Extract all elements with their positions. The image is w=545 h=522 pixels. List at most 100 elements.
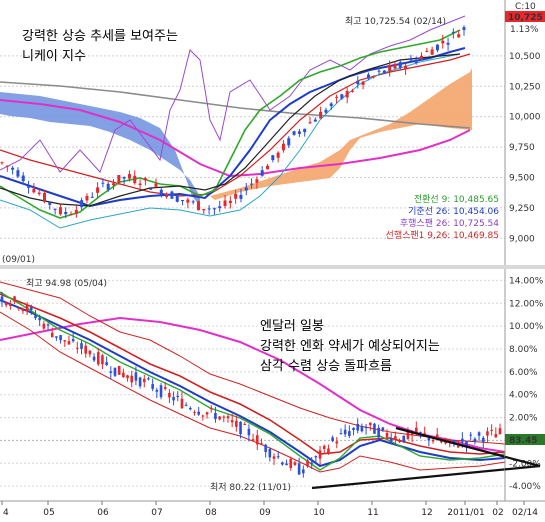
bottom-candle (113, 367, 117, 376)
top-candle (356, 80, 360, 85)
bottom-candle (209, 407, 213, 410)
top-candle (154, 183, 158, 187)
x-tick-label: 12 (421, 508, 432, 518)
bottom-candle (373, 423, 376, 434)
bottom-candle (80, 343, 83, 349)
top-candle (112, 183, 116, 186)
top-candle (250, 183, 254, 185)
bottom-price-badge: 83.45 (509, 436, 537, 446)
top-candle (186, 199, 190, 203)
top-candle (435, 44, 439, 51)
bottom-candle (268, 448, 272, 458)
bottom-candle (117, 365, 121, 375)
bottom-candle (427, 436, 431, 441)
bottom-candle (138, 377, 142, 387)
bottom-y-tick: 8.00% (509, 345, 538, 355)
top-candle (462, 27, 466, 30)
top-candle (297, 131, 301, 134)
bottom-candle (205, 412, 209, 415)
top-y-tick: 9,250 (509, 204, 535, 214)
bottom-candle (147, 378, 150, 380)
bottom-candle (364, 427, 368, 429)
bottom-candle (21, 308, 25, 312)
top-candle (234, 193, 238, 199)
bottom-candle (122, 372, 125, 378)
bottom-candle (339, 433, 343, 435)
bottom-candle (469, 434, 473, 436)
top-candle (165, 193, 169, 198)
bottom-price-badge-bg (505, 434, 545, 445)
top-candle (48, 202, 52, 205)
top-candle (117, 174, 121, 183)
top-candle (207, 208, 211, 210)
top-candle (53, 208, 57, 210)
bottom-candle (314, 456, 318, 458)
bottom-candle (176, 395, 180, 397)
bottom-candle (105, 362, 108, 366)
x-tick-label: 2011/01 (447, 508, 484, 518)
x-tick-label: 08 (205, 508, 217, 518)
top-chikou-cyan (0, 53, 461, 229)
top-candle (5, 165, 9, 167)
bottom-candle (335, 441, 339, 444)
bottom-candles (0, 291, 502, 478)
top-candle (133, 175, 137, 184)
bottom-candle (247, 428, 251, 436)
bottom-candle (155, 389, 159, 392)
top-candle (260, 170, 264, 176)
bottom-candle (331, 437, 334, 442)
top-y-tick: 10,250 (509, 82, 541, 92)
bottom-candle (4, 302, 8, 306)
bottom-title-line1: 엔달러 일봉 (260, 319, 324, 334)
top-candle (244, 187, 248, 191)
bottom-high-label: 최고 94.98 (05/04) (26, 278, 107, 289)
top-candle (457, 34, 461, 38)
top-candle (420, 55, 424, 59)
top-tenkan-green (0, 29, 461, 219)
bottom-candle (76, 347, 79, 349)
top-candle (393, 64, 397, 69)
top-candle (127, 174, 131, 179)
top-candle (212, 208, 216, 210)
bottom-candle (297, 463, 301, 475)
bottom-candle (490, 429, 493, 431)
bottom-candle (13, 296, 16, 302)
bot-ma-green (0, 291, 506, 471)
top-candle (303, 128, 307, 133)
bottom-candle (327, 448, 330, 453)
top-candle (281, 143, 285, 151)
bottom-y-tick: 10.00% (509, 322, 544, 332)
top-candle (409, 58, 413, 61)
top-candle (388, 65, 392, 72)
top-candle (80, 200, 84, 208)
top-candle (271, 155, 275, 161)
bottom-candle (180, 398, 184, 409)
bottom-candle (130, 375, 134, 383)
bottom-candle (465, 441, 468, 446)
top-candle (223, 200, 227, 207)
nikkei-panel: 10,500 10,250 10,000 9,750 9,500 9,250 9,000 C… (0, 0, 545, 265)
bottom-candle (260, 443, 263, 445)
bottom-candle (109, 371, 113, 373)
top-ma-gray (0, 81, 471, 129)
top-candle (361, 81, 365, 85)
top-candle (181, 200, 185, 202)
top-y-tick: 10,000 (509, 113, 541, 123)
bottom-candle (343, 429, 347, 435)
x-tick-label: 10 (313, 508, 325, 518)
top-title-line2: 니케이 지수 (22, 49, 86, 64)
bottom-candle (159, 385, 163, 398)
bottom-candle (96, 352, 100, 365)
top-candle (32, 188, 36, 193)
bottom-candle (415, 427, 418, 435)
top-candle (324, 109, 328, 113)
x-tick-label: 05 (43, 508, 54, 518)
bottom-candle (193, 412, 196, 414)
bottom-candle (0, 296, 4, 303)
top-candle (74, 209, 78, 214)
bottom-candle (293, 462, 297, 465)
bottom-candle (440, 440, 443, 443)
bottom-candle (184, 404, 188, 406)
top-candle (313, 119, 317, 122)
top-candle (345, 90, 349, 98)
